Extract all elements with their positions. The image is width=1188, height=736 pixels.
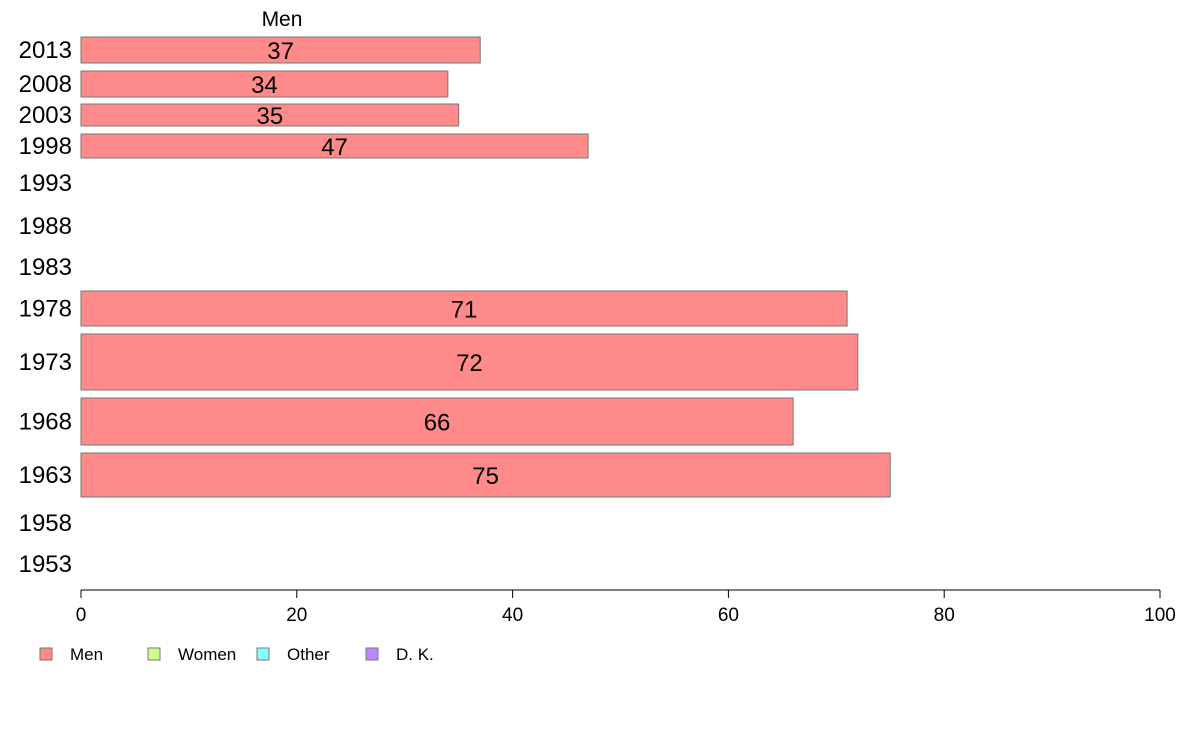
bar-value-label: 47 — [321, 134, 348, 161]
year-label: 1953 — [19, 551, 72, 578]
year-label: 1998 — [19, 133, 72, 160]
legend-label: D. K. — [396, 645, 434, 664]
year-labels-layer: 2013 2008 2003 1998 1993 1988 1983 1978 1973 1968… — [19, 37, 72, 578]
bar-value-label: 72 — [456, 350, 483, 377]
year-label: 1983 — [19, 254, 72, 281]
year-label: 1963 — [19, 462, 72, 489]
legend-label: Women — [178, 645, 236, 664]
year-label: 1978 — [19, 296, 72, 323]
year-label: 1958 — [19, 510, 72, 537]
bar-men — [80, 36, 481, 64]
x-tick-label: 0 — [76, 605, 87, 626]
legend-swatch — [256, 647, 270, 661]
year-label: 1973 — [19, 349, 72, 376]
legend-label: Men — [70, 645, 103, 664]
legend-swatch — [365, 647, 379, 661]
series-top-label: Men — [262, 8, 303, 31]
bar-value-label: 34 — [251, 72, 278, 99]
legend: Men Women Other D. K. — [39, 645, 434, 664]
bar-value-label: 71 — [451, 297, 478, 324]
x-tick-label: 40 — [502, 605, 523, 626]
bar-men — [80, 133, 589, 159]
year-label: 1968 — [19, 409, 72, 436]
legend-swatch — [39, 647, 53, 661]
bar-value-label: 66 — [424, 410, 451, 437]
x-tick-label: 100 — [1144, 605, 1176, 626]
x-axis: 0 20 40 60 80 100 — [76, 589, 1176, 626]
bar-value-label: 37 — [267, 38, 294, 65]
bar-men — [80, 103, 460, 127]
legend-label: Other — [287, 645, 330, 664]
x-tick-label: 20 — [286, 605, 307, 626]
year-label: 2003 — [19, 102, 72, 129]
bar-value-label: 35 — [256, 103, 283, 130]
legend-swatch — [147, 647, 161, 661]
bar-men — [80, 333, 859, 391]
x-tick-label: 80 — [934, 605, 955, 626]
year-label: 1993 — [19, 170, 72, 197]
bar-men — [80, 452, 891, 498]
year-label: 2013 — [19, 37, 72, 64]
bar-men — [80, 290, 848, 327]
year-label: 1988 — [19, 213, 72, 240]
bars-layer: 37 34 35 47 71 72 66 75 — [80, 36, 891, 498]
year-label: 2008 — [19, 71, 72, 98]
bar-value-label: 75 — [472, 463, 499, 490]
bar-men — [80, 70, 449, 98]
x-tick-label: 60 — [718, 605, 739, 626]
bar-men — [80, 397, 794, 446]
